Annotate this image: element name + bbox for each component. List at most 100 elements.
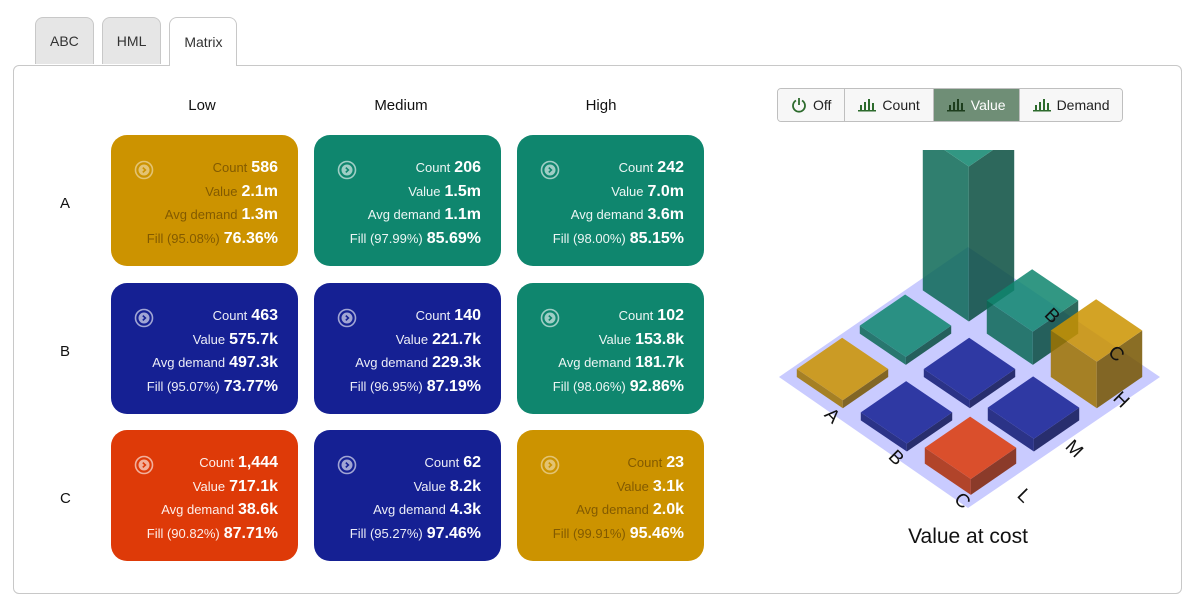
matrix-cell-c-medium[interactable]: Count 62 Value 8.2k Avg demand 4.3k Fill (95.2… [314, 430, 501, 561]
chart-mode-toolbar: Off Count Value Demand [777, 88, 1124, 122]
cell-fill-value: 95.46% [629, 524, 684, 542]
bar-front-left-face [923, 369, 970, 409]
matrix-cell-c-low[interactable]: Count 1,444 Value 717.1k Avg demand 38.6k Fill… [111, 430, 298, 561]
cell-value-line: Value 1.5m [350, 180, 481, 204]
cell-value-line: Value 8.2k [350, 475, 481, 499]
cell-value-value: 153.8k [635, 330, 684, 348]
off-button[interactable]: Off [778, 89, 846, 121]
cell-count-label: Count [212, 308, 248, 323]
cell-fill-line: Fill (98.06%) 92.86% [553, 375, 684, 399]
bar-b-l[interactable] [987, 376, 1080, 452]
tab-abc[interactable]: ABC [35, 17, 94, 64]
tab-matrix[interactable]: Matrix [169, 17, 238, 66]
cell-fill-label: Fill (95.27%) [349, 525, 423, 541]
cell-demand-label: Avg demand [570, 207, 644, 222]
matrix-cell-a-low[interactable]: Count 586 Value 2.1m Avg demand 1.3m Fill (95.… [111, 135, 298, 266]
drill-down-icon[interactable] [337, 160, 357, 180]
bar-c-l[interactable] [924, 416, 1017, 495]
column-header-medium: Medium [374, 97, 428, 114]
cell-demand-line: Avg demand 229.3k [350, 351, 481, 375]
matrix-cell-a-high[interactable]: Count 242 Value 7.0m Avg demand 3.6m Fill (98.… [517, 135, 704, 266]
cell-fill-label: Fill (90.82%) [146, 525, 220, 541]
cell-value-value: 7.0m [647, 182, 684, 200]
count-button[interactable]: Count [845, 89, 934, 121]
cell-fill-label: Fill (95.07%) [146, 378, 220, 394]
cell-value-line: Value 7.0m [553, 180, 684, 204]
tab-hml[interactable]: HML [101, 17, 162, 64]
cell-value-value: 221.7k [432, 330, 481, 348]
column-header-high: High [585, 97, 617, 114]
cell-demand-line: Avg demand 497.3k [147, 351, 278, 375]
cell-value-line: Value 221.7k [350, 328, 481, 352]
cell-demand-value: 38.6k [237, 501, 278, 518]
matrix-cell-c-high[interactable]: Count 23 Value 3.1k Avg demand 2.0k Fill (99.9… [517, 430, 704, 561]
cell-fill-label: Fill (98.06%) [552, 378, 626, 394]
cell-value-value: 717.1k [229, 477, 278, 495]
bar-b-h[interactable] [859, 294, 952, 365]
cell-demand-value: 2.0k [652, 501, 684, 518]
cell-fill-line: Fill (90.82%) 87.71% [147, 522, 278, 546]
cell-count-value: 102 [657, 307, 684, 324]
drill-down-icon[interactable] [540, 455, 560, 475]
cell-value-value: 3.1k [652, 477, 684, 495]
drill-down-icon[interactable] [337, 455, 357, 475]
bar-front-left-face [859, 325, 906, 365]
drill-down-icon[interactable] [540, 308, 560, 328]
power-icon [792, 98, 806, 113]
bar-front-right-face [1096, 330, 1143, 409]
cell-value-label: Value [598, 331, 632, 347]
bar-front-right-face [842, 369, 889, 409]
drill-down-icon[interactable] [134, 308, 154, 328]
cell-value-label: Value [395, 331, 429, 347]
cell-fill-line: Fill (95.07%) 73.77% [147, 375, 278, 399]
bar-chart-icon [1032, 99, 1051, 112]
bar-chart-icon [858, 99, 877, 112]
bar-c-h[interactable] [796, 337, 889, 409]
cell-count-line: Count 62 [350, 451, 482, 475]
cell-demand-value: 181.7k [635, 354, 684, 371]
cell-fill-line: Fill (95.27%) 97.46% [350, 522, 481, 546]
bar-front-left-face [860, 412, 907, 452]
matrix-cell-a-medium[interactable]: Count 206 Value 1.5m Avg demand 1.1m Fill (97.… [314, 135, 501, 266]
bar-chart-icon [946, 99, 965, 112]
cell-count-label: Count [618, 160, 654, 175]
drill-down-icon[interactable] [540, 160, 560, 180]
cell-count-line: Count 23 [553, 451, 685, 475]
cell-demand-line: Avg demand 181.7k [553, 351, 684, 375]
cell-value-line: Value 575.7k [147, 328, 278, 352]
bar-b-m[interactable] [923, 337, 1016, 409]
cell-fill-value: 85.15% [629, 229, 684, 247]
cell-count-label: Count [199, 455, 234, 470]
cell-value-label: Value [192, 478, 226, 494]
bar-top-face [859, 294, 952, 357]
cell-count-value: 206 [454, 159, 481, 176]
cell-value-line: Value 2.1m [147, 180, 278, 204]
matrix-cell-b-medium[interactable]: Count 140 Value 221.7k Avg demand 229.3k Fill … [314, 283, 501, 414]
drill-down-icon[interactable] [337, 308, 357, 328]
cell-demand-line: Avg demand 2.0k [553, 498, 684, 522]
cell-count-label: Count [212, 160, 248, 175]
bar-a-l[interactable] [1050, 299, 1143, 409]
cell-demand-line: Avg demand 4.3k [350, 498, 481, 522]
matrix-cell-b-high[interactable]: Count 102 Value 153.8k Avg demand 181.7k Fill … [517, 283, 704, 414]
bar-top-face [924, 416, 1017, 479]
cell-count-value: 463 [251, 307, 278, 324]
cell-demand-label: Avg demand [355, 355, 429, 370]
demand-button[interactable]: Demand [1019, 89, 1123, 121]
bar-front-right-face [906, 412, 953, 452]
row-header-a: A [60, 195, 71, 212]
bar-c-m[interactable] [860, 381, 953, 452]
cell-count-value: 62 [463, 454, 481, 471]
bar-front-right-face [968, 150, 1015, 322]
bar-a-h[interactable] [922, 150, 1015, 322]
cell-fill-label: Fill (95.08%) [146, 230, 220, 246]
bar-top-face [860, 381, 953, 444]
value-button[interactable]: Value [933, 89, 1020, 121]
count-button-label: Count [882, 97, 920, 113]
drill-down-icon[interactable] [134, 455, 154, 475]
cell-value-label: Value [616, 478, 649, 494]
matrix-cell-b-low[interactable]: Count 463 Value 575.7k Avg demand 497.3k Fill … [111, 283, 298, 414]
drill-down-icon[interactable] [134, 160, 154, 180]
row-header-c: C [60, 490, 71, 507]
